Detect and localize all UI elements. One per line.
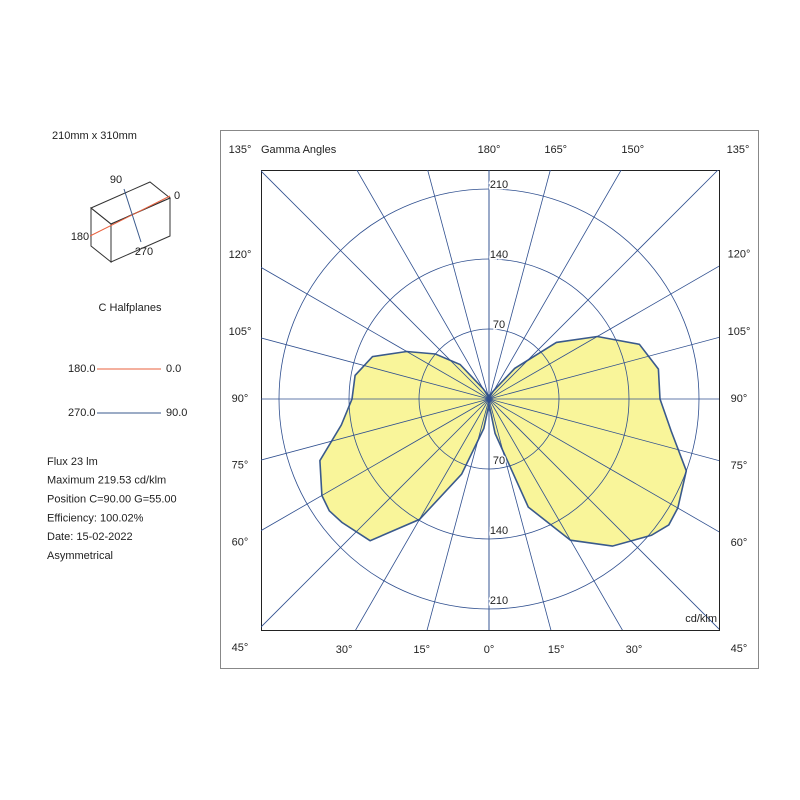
grid-line — [488, 398, 719, 630]
r-tick-label: 140 — [490, 249, 508, 261]
grid-line — [488, 170, 622, 400]
grid-line — [488, 170, 551, 400]
legend-end: 90.0 — [166, 407, 187, 419]
grid-line — [261, 398, 490, 628]
angle-label: 180° — [478, 144, 501, 156]
angle-label: 15° — [548, 644, 565, 656]
c-label: 270 — [135, 246, 153, 258]
legend-end: 0.0 — [166, 363, 181, 375]
grid-line — [488, 398, 719, 533]
box-diagram — [89, 181, 171, 264]
info-line: Maximum 219.53 cd/klm — [47, 475, 166, 487]
chart-title: Gamma Angles — [261, 144, 337, 156]
angle-label: 135° — [229, 144, 252, 156]
info-line: Asymmetrical — [47, 550, 113, 562]
grid-line — [488, 170, 719, 400]
grid-line — [356, 170, 490, 400]
grid-line — [488, 265, 719, 400]
angle-label: 165° — [544, 144, 567, 156]
angle-label: 75° — [731, 460, 748, 472]
info-line: Date: 15-02-2022 — [47, 531, 133, 543]
angle-label: 45° — [232, 642, 249, 654]
grid-line — [488, 336, 719, 400]
halfplanes-title: C Halfplanes — [99, 302, 162, 314]
angle-label: 60° — [232, 537, 249, 549]
angle-label: 60° — [731, 537, 748, 549]
r-tick-label: 210 — [490, 179, 508, 191]
info-line: Position C=90.00 G=55.00 — [47, 494, 177, 506]
angle-label: 150° — [621, 144, 644, 156]
grid-line — [261, 170, 490, 400]
r-tick-label: 140 — [490, 525, 508, 537]
angle-label: 75° — [232, 460, 249, 472]
grid-line — [355, 398, 490, 630]
unit-label: cd/klm — [685, 613, 717, 625]
angle-label: 0° — [484, 644, 495, 656]
info-line: Efficiency: 100.02% — [47, 512, 144, 524]
angle-label: 30° — [336, 644, 353, 656]
intensity-curve — [488, 335, 688, 547]
grid-line — [426, 398, 490, 630]
grid-line — [427, 170, 490, 400]
grid-line — [261, 337, 490, 400]
angle-label: 120° — [728, 249, 751, 261]
angle-label: 105° — [229, 326, 252, 338]
c-label: 90 — [110, 174, 122, 186]
angle-label: 15° — [413, 644, 430, 656]
angle-label: 105° — [728, 326, 751, 338]
angle-label: 45° — [731, 643, 748, 655]
grid-line — [261, 266, 490, 400]
grid-line — [261, 398, 490, 461]
angle-label: 90° — [232, 393, 249, 405]
angle-label: 135° — [727, 144, 750, 156]
angle-label: 120° — [229, 249, 252, 261]
info-line: Flux 23 lm — [47, 456, 98, 468]
legend-start: 270.0 — [68, 407, 96, 419]
r-tick-label: 70 — [493, 455, 505, 467]
grid-line — [488, 398, 552, 630]
intensity-curve — [319, 350, 490, 542]
grid-line — [261, 398, 490, 532]
grid — [261, 170, 719, 630]
c-label: 0 — [174, 190, 180, 202]
grid-line — [488, 398, 623, 630]
angle-label: 30° — [626, 644, 643, 656]
r-tick-label: 210 — [490, 595, 508, 607]
plot-frame — [261, 170, 720, 631]
r-tick-label: 70 — [493, 319, 505, 331]
angle-label: 90° — [731, 393, 748, 405]
c-label: 180 — [71, 231, 89, 243]
panel-border — [220, 130, 759, 669]
grid-line — [488, 398, 719, 462]
legend-start: 180.0 — [68, 363, 96, 375]
luminaire-size: 210mm x 310mm — [52, 130, 137, 142]
